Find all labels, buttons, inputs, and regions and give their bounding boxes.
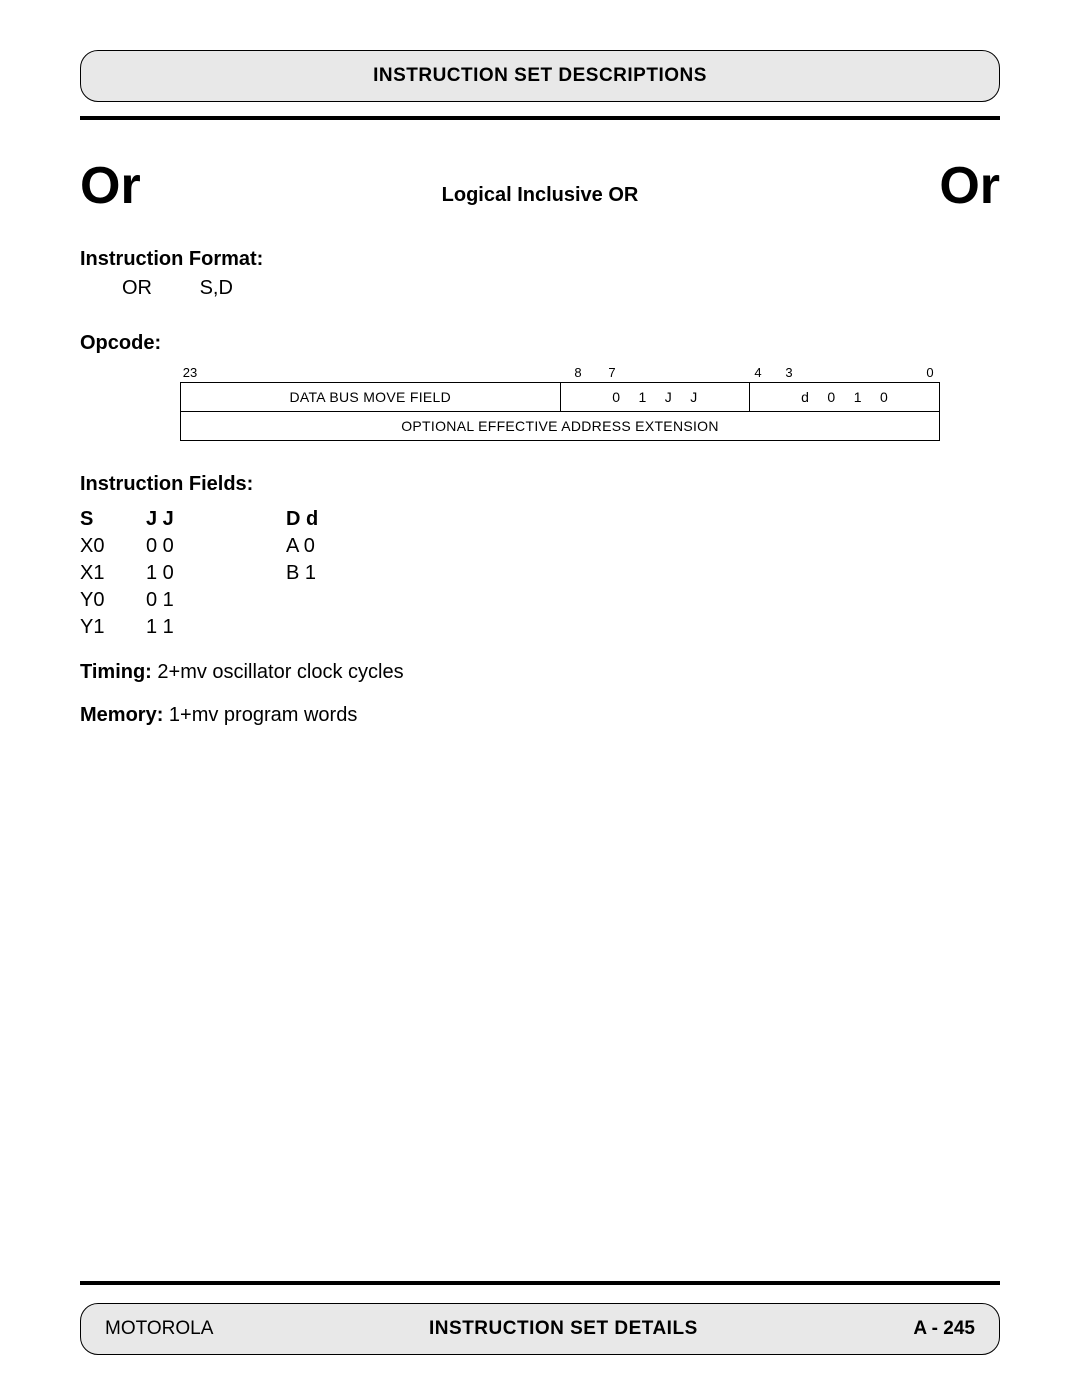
fields-cell-s: Y1 [80, 614, 146, 641]
fields-cell-s: X1 [80, 560, 146, 587]
footer-box: MOTOROLA INSTRUCTION SET DETAILS A - 245 [80, 1303, 1000, 1355]
fields-cell-s: Y0 [80, 587, 146, 614]
format-mnemonic: OR [122, 277, 194, 300]
instruction-title: Logical Inclusive OR [442, 184, 639, 207]
instruction-fields-label: Instruction Fields: [80, 473, 1000, 496]
fields-row: Y1 1 1 [80, 614, 366, 641]
fields-cell-jj: 0 1 [146, 587, 286, 614]
title-row: Or Logical Inclusive OR Or [80, 156, 1000, 216]
header-rule [80, 116, 1000, 120]
bit-label-4: 4 [748, 365, 768, 380]
footer-right: A - 245 [913, 1318, 975, 1340]
format-operands: S,D [200, 277, 233, 299]
fields-cell-jj: 1 1 [146, 614, 286, 641]
fields-row: X0 0 0 A 0 [80, 533, 366, 560]
mnemonic-right: Or [939, 156, 1000, 216]
timing-value: 2+mv oscillator clock cycles [152, 661, 404, 683]
fields-cell-dd: B 1 [286, 560, 366, 587]
fields-cell-dd [286, 587, 366, 614]
timing-label: Timing: [80, 661, 152, 683]
footer-rule [80, 1281, 1000, 1285]
bit-label-7: 7 [588, 365, 636, 380]
fields-cell-dd [286, 614, 366, 641]
page: INSTRUCTION SET DESCRIPTIONS Or Logical … [0, 0, 1080, 1397]
bit-label-8: 8 [568, 365, 588, 380]
bit-label-23: 23 [180, 365, 200, 380]
bit-labels-row: 23 8 7 4 3 0 [180, 365, 940, 380]
fields-row: X1 1 0 B 1 [80, 560, 366, 587]
fields-header-dd: D d [286, 506, 366, 533]
footer-left: MOTOROLA [105, 1318, 213, 1340]
footer-center: INSTRUCTION SET DETAILS [429, 1318, 698, 1340]
fields-cell-jj: 0 0 [146, 533, 286, 560]
opcode-extension: OPTIONAL EFFECTIVE ADDRESS EXTENSION [181, 412, 940, 441]
memory-line: Memory: 1+mv program words [80, 704, 1000, 727]
opcode-bits-right: d 0 1 0 [750, 383, 940, 412]
memory-label: Memory: [80, 704, 163, 726]
fields-header-s: S [80, 506, 146, 533]
instruction-format-section: Instruction Format: OR S,D [80, 248, 1000, 300]
fields-cell-dd: A 0 [286, 533, 366, 560]
mnemonic-left: Or [80, 156, 141, 216]
header-title: INSTRUCTION SET DESCRIPTIONS [373, 65, 707, 86]
opcode-row-2: OPTIONAL EFFECTIVE ADDRESS EXTENSION [181, 412, 940, 441]
fields-header-row: S J J D d [80, 506, 366, 533]
opcode-data-bus-field: DATA BUS MOVE FIELD [181, 383, 561, 412]
instruction-format-label: Instruction Format: [80, 248, 1000, 271]
opcode-table: DATA BUS MOVE FIELD 0 1 J J d 0 1 0 OPTI… [180, 382, 940, 441]
header-box: INSTRUCTION SET DESCRIPTIONS [80, 50, 1000, 102]
fields-row: Y0 0 1 [80, 587, 366, 614]
instruction-format-line: OR S,D [122, 277, 1000, 300]
fields-cell-s: X0 [80, 533, 146, 560]
bit-label-0: 0 [920, 365, 940, 380]
opcode-diagram: 23 8 7 4 3 0 DATA BUS MOVE FIELD 0 1 J J… [180, 365, 940, 441]
fields-header-jj: J J [146, 506, 286, 533]
instruction-fields-table: S J J D d X0 0 0 A 0 X1 1 0 B 1 Y0 0 1 Y… [80, 506, 366, 641]
opcode-row-1: DATA BUS MOVE FIELD 0 1 J J d 0 1 0 [181, 383, 940, 412]
memory-value: 1+mv program words [163, 704, 357, 726]
opcode-label: Opcode: [80, 332, 1000, 355]
fields-cell-jj: 1 0 [146, 560, 286, 587]
opcode-bits-mid: 0 1 J J [560, 383, 750, 412]
timing-line: Timing: 2+mv oscillator clock cycles [80, 661, 1000, 684]
bit-label-3: 3 [768, 365, 810, 380]
instruction-fields-section: Instruction Fields: S J J D d X0 0 0 A 0… [80, 473, 1000, 641]
opcode-section: Opcode: 23 8 7 4 3 0 DATA BUS MOVE FIELD… [80, 332, 1000, 441]
